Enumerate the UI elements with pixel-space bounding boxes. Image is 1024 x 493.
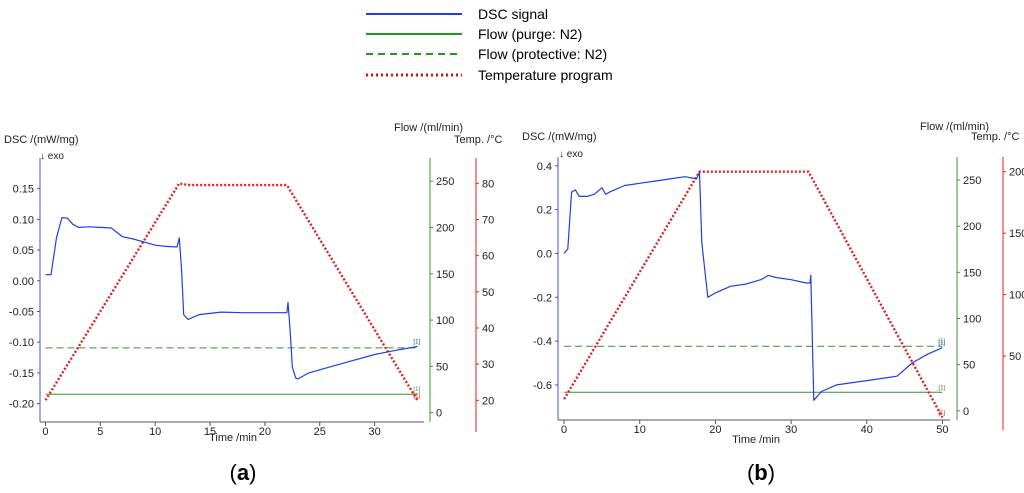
end-marker: [1] — [938, 341, 945, 347]
x-tick-label: 5 — [97, 426, 103, 438]
flow-tick-label: 0 — [436, 408, 442, 420]
xlabel: Time /min — [732, 434, 780, 446]
end-marker: [1] — [413, 393, 420, 399]
legend: DSC signal Flow (purge: N2) Flow (protec… — [366, 6, 613, 83]
end-marker: [1] — [938, 385, 945, 391]
temp-tick-label: 200 — [1009, 167, 1024, 179]
flow-tick-label: 50 — [963, 360, 975, 372]
dsc-tick-label: 0.10 — [13, 214, 34, 226]
dsc-tick-label: -0.15 — [9, 368, 34, 380]
x-tick-label: 40 — [861, 424, 873, 436]
x-tick-label: 10 — [149, 426, 161, 438]
panel-label-a: (a) — [230, 460, 257, 485]
end-marker: [1] — [413, 339, 420, 345]
ylabel-dsc: DSC /(mW/mg) — [4, 134, 79, 146]
xlabel: Time /min — [209, 432, 257, 444]
flow-tick-label: 250 — [963, 175, 981, 187]
x-tick-label: 25 — [314, 426, 326, 438]
temp-tick-label: 70 — [482, 214, 494, 226]
x-tick-label: 50 — [936, 424, 948, 436]
x-tick-label: 20 — [709, 424, 721, 436]
dsc-tick-label: -0.05 — [9, 306, 34, 318]
flow-tick-label: 150 — [963, 267, 981, 279]
series-dsc-signal — [563, 171, 943, 401]
x-tick-label: 15 — [204, 426, 216, 438]
x-tick-label: 30 — [369, 426, 381, 438]
exo-label: ↓ exo — [40, 151, 64, 162]
flow-tick-label: 200 — [436, 222, 454, 234]
dsc-tick-label: 0.2 — [537, 205, 552, 217]
legend-label-flow-protective: Flow (protective: N2) — [478, 46, 607, 62]
x-tick-label: 30 — [785, 424, 797, 436]
temp-tick-label: 150 — [1009, 228, 1024, 240]
flow-tick-label: 50 — [436, 361, 448, 373]
temp-tick-label: 50 — [482, 287, 494, 299]
series-temperature-program — [563, 170, 944, 419]
dsc-tick-label: 0.05 — [13, 245, 34, 257]
x-tick-label: 0 — [42, 426, 48, 438]
flow-tick-label: 250 — [436, 176, 454, 188]
dsc-tick-label: -0.10 — [9, 337, 34, 349]
x-tick-label: 0 — [561, 424, 567, 436]
ylabel-temp: Temp. /°C — [454, 134, 502, 146]
legend-label-dsc-signal: DSC signal — [478, 6, 548, 22]
series-temperature-program — [44, 181, 419, 401]
flow-tick-label: 100 — [963, 313, 981, 325]
ylabel-dsc: DSC /(mW/mg) — [522, 131, 597, 143]
temp-tick-label: 30 — [482, 359, 494, 371]
flow-tick-label: 0 — [963, 406, 969, 418]
ylabel-flow: Flow /(ml/min) — [394, 122, 463, 134]
chart-panel-a: DSC /(mW/mg) ↓ exo Flow /(ml/min) Temp. … — [4, 122, 502, 485]
exo-label: ↓ exo — [559, 149, 583, 160]
end-marker: [1] — [413, 387, 420, 393]
temp-tick-label: 100 — [1009, 290, 1024, 302]
temp-tick-label: 60 — [482, 251, 494, 263]
end-marker: [1] — [938, 339, 945, 345]
temp-tick-label: 80 — [482, 178, 494, 190]
temp-tick-label: 50 — [1009, 351, 1021, 363]
x-tick-label: 10 — [634, 424, 646, 436]
temp-tick-label: 40 — [482, 323, 494, 335]
dsc-tick-label: 0.15 — [13, 184, 34, 196]
ylabel-temp: Temp. /°C — [971, 131, 1019, 143]
chart-panel-b: DSC /(mW/mg) ↓ exo Flow /(ml/min) Temp. … — [522, 121, 1024, 485]
dsc-tick-label: 0.4 — [537, 161, 552, 173]
ylabel-flow: Flow /(ml/min) — [920, 121, 989, 133]
series-dsc-signal — [45, 217, 418, 380]
legend-label-flow-purge: Flow (purge: N2) — [478, 26, 582, 42]
flow-tick-label: 150 — [436, 269, 454, 281]
dsc-tick-label: 0.0 — [537, 248, 552, 260]
end-marker: [1] — [938, 411, 945, 417]
dsc-tick-label: -0.4 — [533, 336, 552, 348]
flow-tick-label: 100 — [436, 315, 454, 327]
temp-tick-label: 20 — [482, 395, 494, 407]
x-tick-label: 20 — [259, 426, 271, 438]
legend-label-temperature-program: Temperature program — [478, 67, 613, 83]
dsc-tick-label: 0.00 — [13, 276, 34, 288]
dsc-tick-label: -0.20 — [9, 399, 34, 411]
flow-tick-label: 200 — [963, 221, 981, 233]
dsc-tick-label: -0.2 — [533, 292, 552, 304]
panel-label-b: (b) — [747, 460, 775, 485]
dsc-tick-label: -0.6 — [533, 380, 552, 392]
